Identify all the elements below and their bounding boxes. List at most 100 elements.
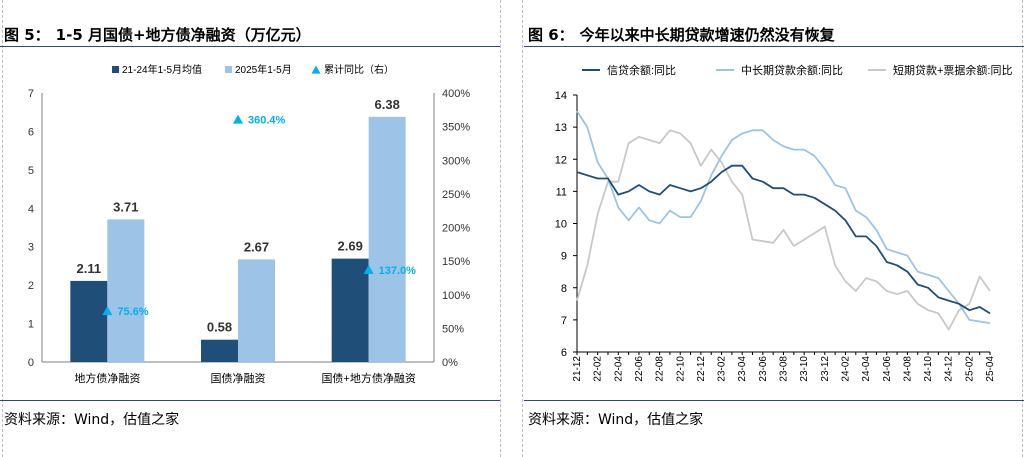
data-label-2025: 2.67 bbox=[244, 239, 269, 254]
x-tick-label: 23-06 bbox=[758, 356, 769, 382]
x-tick-label: 24-04 bbox=[861, 356, 872, 382]
y2-tick-label: 300% bbox=[442, 155, 470, 167]
x-tick-label: 24-10 bbox=[923, 356, 934, 382]
series-line-1 bbox=[576, 164, 991, 315]
y-tick-label: 2 bbox=[28, 280, 34, 292]
category-label: 国债+地方债净融资 bbox=[321, 371, 415, 385]
figure-6-title-text: 今年以来中长期贷款增速仍然没有恢复 bbox=[579, 26, 835, 44]
figure-6-bottom-rule bbox=[524, 400, 1024, 401]
y-tick-label: 6 bbox=[28, 126, 34, 138]
x-tick-label: 23-04 bbox=[737, 356, 748, 382]
x-tick-label: 21-12 bbox=[572, 356, 583, 382]
panel-divider-middle bbox=[500, 0, 501, 457]
y-tick-label: 5 bbox=[28, 165, 34, 177]
figure-5-title: 图 5： 1-5 月国债+地方债净融资（万亿元） bbox=[4, 24, 311, 45]
x-tick-label: 22-12 bbox=[696, 356, 707, 382]
y-tick-label: 9 bbox=[561, 251, 567, 263]
bar-3-avg bbox=[331, 258, 369, 362]
y-tick-label: 14 bbox=[555, 90, 567, 102]
panel-divider-mid2 bbox=[522, 0, 523, 457]
figure-5-source: 资料来源：Wind，估值之家 bbox=[4, 412, 180, 428]
yoy-label: 75.6% bbox=[117, 306, 148, 318]
y-tick-label: 7 bbox=[28, 88, 34, 100]
bar-2-avg bbox=[201, 339, 238, 362]
figure-5-top-rule bbox=[0, 46, 500, 47]
y-tick-label: 4 bbox=[28, 203, 34, 215]
y-tick-label: 11 bbox=[556, 186, 567, 198]
y2-tick-label: 350% bbox=[442, 122, 470, 134]
panel-divider-right bbox=[1022, 0, 1023, 457]
y2-tick-label: 150% bbox=[442, 256, 470, 268]
y-tick-label: 0 bbox=[28, 357, 34, 369]
x-tick-label: 24-12 bbox=[944, 356, 955, 382]
yoy-marker-1 bbox=[102, 306, 113, 316]
figure-6-source: 资料来源：Wind，估值之家 bbox=[528, 412, 704, 428]
y2-tick-label: 200% bbox=[442, 223, 470, 235]
data-label-avg: 0.58 bbox=[207, 320, 232, 335]
y2-tick-label: 0% bbox=[442, 357, 458, 369]
x-tick-label: 22-08 bbox=[655, 356, 666, 382]
x-tick-label: 22-04 bbox=[613, 356, 624, 382]
legend-label-1: 信贷余额:同比 bbox=[607, 63, 676, 77]
x-tick-label: 22-06 bbox=[634, 356, 645, 382]
legend-label-2025: 2025年1-5月 bbox=[235, 63, 292, 76]
category-label: 国债净融资 bbox=[211, 371, 266, 385]
figure-6-panel: 图 6： 今年以来中长期贷款增速仍然没有恢复 6 7 8 9 10 11 12 13 14 21-1… bbox=[524, 0, 1024, 457]
bar-1-2025 bbox=[107, 219, 145, 362]
x-tick-label: 22-10 bbox=[675, 356, 686, 382]
figure-6-number: 图 6： bbox=[528, 26, 574, 44]
yoy-marker-3 bbox=[363, 264, 374, 274]
yoy-label: 360.4% bbox=[248, 115, 286, 127]
y-tick-label: 13 bbox=[555, 122, 567, 134]
y-tick-label: 10 bbox=[555, 219, 567, 231]
data-label-avg: 2.69 bbox=[338, 239, 363, 254]
legend-label-yoy: 累计同比（右） bbox=[324, 63, 394, 76]
y-tick-label: 7 bbox=[561, 315, 567, 327]
y-tick-label: 6 bbox=[561, 347, 567, 359]
x-tick-label: 23-02 bbox=[717, 356, 728, 382]
figure-5-bottom-rule bbox=[0, 400, 500, 401]
x-tick-label: 23-12 bbox=[820, 356, 831, 382]
y-tick-label: 1 bbox=[28, 319, 34, 331]
figure-6-chart: 6 7 8 9 10 11 12 13 14 21-12 22-02 22-04 22-06 22-08 2… bbox=[555, 63, 1013, 382]
x-tick-label: 24-06 bbox=[882, 356, 893, 382]
data-label-2025: 6.38 bbox=[375, 97, 400, 112]
legend-label-avg: 21-24年1-5月均值 bbox=[122, 63, 202, 76]
y-tick-label: 3 bbox=[28, 242, 34, 254]
figure-5-panel: 图 5： 1-5 月国债+地方债净融资（万亿元） 0 1 2 3 4 5 6 7 0% 50% 100… bbox=[0, 0, 500, 457]
figure-6-title: 图 6： 今年以来中长期贷款增速仍然没有恢复 bbox=[528, 24, 835, 45]
data-label-2025: 3.71 bbox=[113, 199, 138, 214]
bar-1-avg bbox=[70, 280, 108, 362]
legend-label-3: 短期贷款+票据余额:同比 bbox=[893, 63, 1012, 77]
x-tick-label: 23-10 bbox=[799, 356, 810, 382]
x-tick-label: 25-02 bbox=[964, 356, 975, 382]
x-tick-label: 25-04 bbox=[985, 356, 996, 382]
series-line-2 bbox=[576, 110, 991, 324]
y2-tick-label: 50% bbox=[442, 323, 464, 335]
figure-5-title-text: 1-5 月国债+地方债净融资（万亿元） bbox=[55, 26, 311, 44]
y2-tick-label: 400% bbox=[442, 88, 470, 100]
y-tick-label: 12 bbox=[555, 154, 567, 166]
series-line-3 bbox=[576, 129, 991, 331]
data-label-avg: 2.11 bbox=[77, 261, 102, 276]
yoy-marker-2 bbox=[233, 114, 243, 124]
x-tick-label: 22-02 bbox=[593, 356, 604, 382]
figure-5-number: 图 5： bbox=[4, 26, 50, 44]
x-tick-label: 24-08 bbox=[902, 356, 913, 382]
yoy-label: 137.0% bbox=[379, 265, 417, 277]
bar-3-2025 bbox=[368, 116, 406, 362]
panel-divider-left bbox=[2, 0, 3, 457]
legend-label-2: 中长期贷款余额:同比 bbox=[741, 63, 843, 77]
y2-tick-label: 250% bbox=[442, 189, 470, 201]
x-tick-label: 24-02 bbox=[840, 356, 851, 382]
legend-swatch-avg bbox=[112, 66, 119, 73]
x-tick-label: 23-08 bbox=[779, 356, 790, 382]
category-label: 地方债净融资 bbox=[74, 371, 140, 385]
y2-tick-label: 100% bbox=[442, 290, 470, 302]
figure-5-chart: 0 1 2 3 4 5 6 7 0% 50% 100% 150% 200% 250% 300% 350% 400… bbox=[28, 63, 470, 385]
legend-swatch-2025 bbox=[225, 66, 232, 73]
legend-marker-yoy bbox=[311, 65, 321, 74]
figure-6-top-rule bbox=[524, 46, 1024, 47]
bar-2-2025 bbox=[238, 259, 275, 362]
y-tick-label: 8 bbox=[561, 283, 567, 295]
